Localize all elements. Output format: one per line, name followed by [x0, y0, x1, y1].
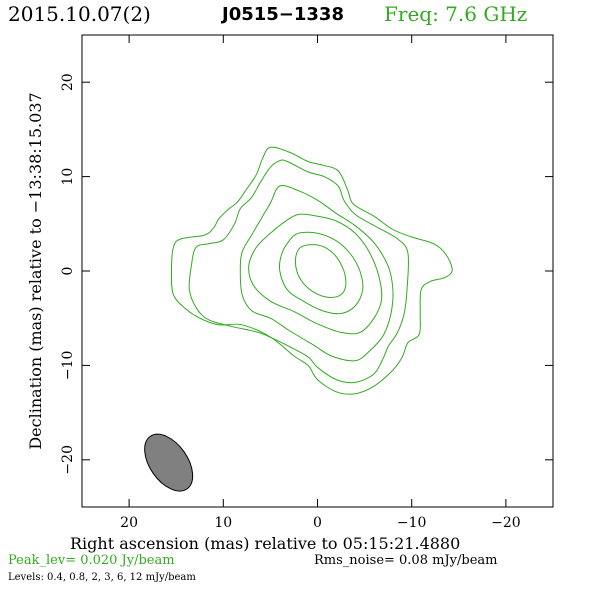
frequency-label: Freq: 7.6 GHz	[384, 2, 528, 26]
y-tick-label: 20	[60, 73, 76, 91]
peak-level: Peak_lev= 0.020 Jy/beam	[8, 553, 175, 568]
contour-lines	[170, 146, 453, 395]
beam-ellipse	[144, 433, 194, 492]
x-tick-label: −10	[397, 515, 427, 531]
y-tick-labels: 20 10 0 −10 −20	[60, 73, 76, 474]
y-axis-label: Declination (mas) relative to −13:38:15.…	[26, 92, 45, 449]
x-tick-labels: 20 10 0 −10 −20	[120, 515, 520, 531]
x-tick-label: 20	[120, 515, 138, 531]
contour-level-12	[295, 244, 347, 298]
y-tick-label: 10	[60, 168, 76, 186]
y-tick-label: 0	[60, 267, 76, 276]
contour-level-0-8	[188, 159, 410, 384]
x-tick-label: −20	[491, 515, 521, 531]
contour-levels: Levels: 0.4, 0.8, 2, 3, 6, 12 mJy/beam	[8, 572, 196, 583]
axis-ticks	[82, 35, 553, 507]
y-tick-label: −20	[60, 445, 76, 475]
y-tick-label: −10	[60, 351, 76, 381]
contour-level-0-4	[170, 146, 453, 395]
contour-level-6	[278, 231, 364, 315]
x-axis-label: Right ascension (mas) relative to 05:15:…	[70, 534, 461, 553]
beam-ellipse-group	[144, 433, 194, 492]
source-name: J0515−1338	[222, 4, 344, 25]
observation-date: 2015.10.07(2)	[8, 2, 151, 26]
rms-noise: Rms_noise= 0.08 mJy/beam	[314, 553, 498, 568]
contour-level-3	[248, 213, 383, 335]
contour-level-2	[239, 185, 394, 362]
x-tick-label: 0	[313, 515, 322, 531]
x-tick-label: 10	[214, 515, 232, 531]
